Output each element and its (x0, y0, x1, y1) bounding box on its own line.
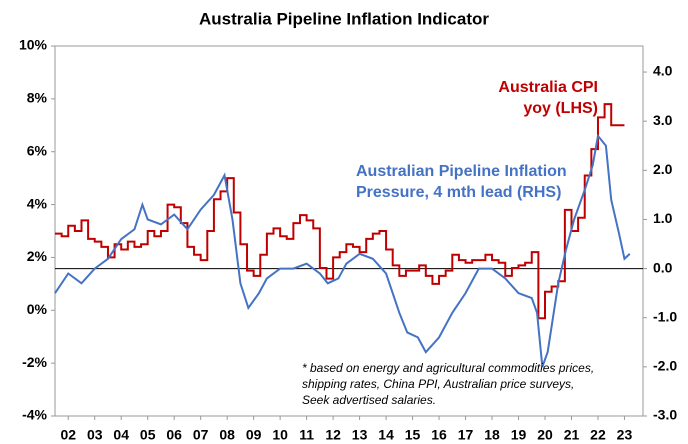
annotation: yoy (LHS) (523, 100, 598, 117)
x-tick-label: 11 (299, 427, 314, 443)
y2-tick-label: 1.0 (653, 210, 673, 226)
x-tick-label: 13 (352, 427, 368, 443)
x-tick-label: 20 (537, 427, 553, 443)
x-tick-label: 15 (405, 427, 421, 443)
x-tick-label: 04 (113, 427, 129, 443)
y-tick-label: 6% (27, 142, 48, 158)
annotation: Seek advertised salaries. (302, 393, 436, 407)
y-tick-label: 8% (27, 90, 48, 106)
y2-tick-label: 3.0 (653, 112, 673, 128)
annotation: Pressure, 4 mth lead (RHS) (356, 184, 561, 201)
y2-tick-label: -1.0 (653, 308, 677, 324)
y-tick-label: -2% (22, 354, 47, 370)
plot-frame (54, 45, 644, 417)
y-tick-label: 2% (27, 248, 48, 264)
x-tick-label: 23 (617, 427, 633, 443)
x-tick-label: 02 (60, 427, 76, 443)
x-tick-label: 10 (272, 427, 288, 443)
annotation: Australian Pipeline Inflation (356, 163, 567, 180)
annotation: shipping rates, China PPI, Australian pr… (302, 377, 574, 391)
x-tick-label: 18 (484, 427, 500, 443)
x-tick-label: 07 (193, 427, 209, 443)
y-tick-label: 10% (19, 37, 48, 53)
annotation: * based on energy and agricultural commo… (302, 361, 594, 375)
x-tick-label: 12 (325, 427, 341, 443)
x-tick-label: 22 (590, 427, 606, 443)
y2-tick-label: 4.0 (653, 63, 673, 79)
y-tick-label: 4% (27, 195, 48, 211)
y-tick-label: -4% (22, 407, 47, 423)
series-line (54, 133, 631, 368)
x-tick-label: 21 (564, 427, 580, 443)
x-tick-label: 05 (140, 427, 156, 443)
x-tick-label: 19 (511, 427, 527, 443)
y2-tick-label: -2.0 (653, 358, 677, 374)
x-tick-label: 08 (219, 427, 235, 443)
y2-tick-label: -3.0 (653, 407, 677, 423)
y2-tick-label: 0.0 (653, 259, 673, 275)
y-tick-label: 0% (27, 301, 48, 317)
x-tick-label: 03 (87, 427, 103, 443)
annotation: Australia CPI (498, 79, 598, 96)
x-tick-label: 16 (431, 427, 447, 443)
x-tick-label: 17 (458, 427, 474, 443)
chart-title: Australia Pipeline Inflation Indicator (199, 9, 489, 28)
x-tick-label: 06 (166, 427, 182, 443)
x-tick-label: 14 (378, 427, 394, 443)
y2-tick-label: 2.0 (653, 161, 673, 177)
series-line (55, 103, 625, 320)
x-tick-label: 09 (246, 427, 262, 443)
